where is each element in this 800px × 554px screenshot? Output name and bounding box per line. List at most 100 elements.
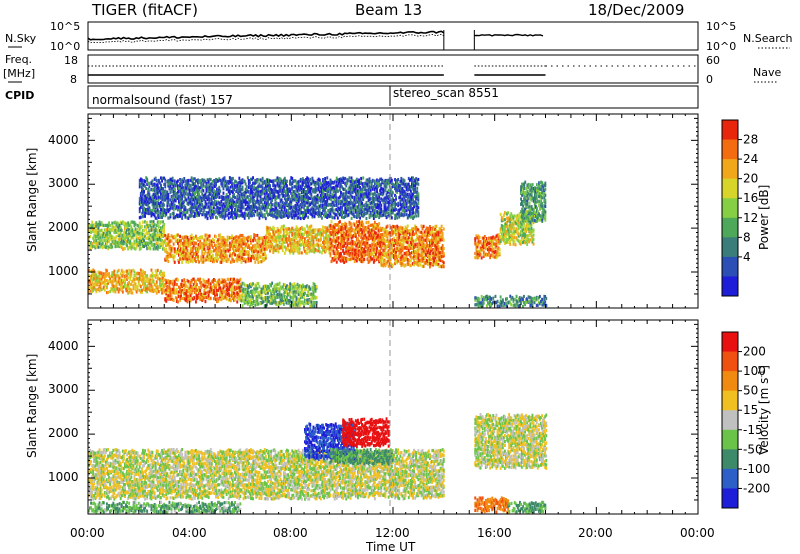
data-cell: [253, 256, 256, 260]
data-cell: [232, 277, 234, 281]
data-cell: [197, 250, 199, 254]
data-cell: [261, 238, 264, 242]
data-cell: [192, 295, 195, 299]
data-cell: [220, 243, 223, 247]
data-cell: [245, 258, 248, 262]
data-cell: [249, 257, 251, 261]
data-cell: [202, 260, 205, 264]
data-cell: [119, 272, 122, 276]
data-cell: [293, 301, 296, 305]
data-cell: [264, 299, 267, 303]
data-cell: [311, 288, 314, 292]
data-cell: [197, 255, 199, 259]
data-cell: [109, 231, 112, 235]
data-cell: [145, 221, 148, 225]
data-cell: [265, 238, 268, 242]
data-cell: [268, 286, 270, 290]
data-cell: [185, 245, 188, 249]
data-cell: [91, 242, 94, 246]
data-cell: [108, 229, 110, 233]
data-cell: [261, 247, 264, 251]
data-cell: [128, 241, 131, 245]
data-cell: [231, 293, 233, 297]
data-cell: [355, 220, 358, 224]
data-cell: [408, 251, 411, 256]
data-cell: [126, 223, 128, 227]
data-cell: [231, 290, 233, 294]
data-cell: [292, 251, 295, 255]
data-cell: [295, 241, 298, 245]
data-cell: [311, 244, 314, 248]
data-cell: [286, 228, 288, 232]
data-cell: [159, 229, 161, 233]
data-cell: [108, 221, 110, 225]
data-cell: [93, 283, 96, 287]
data-cell: [159, 271, 161, 275]
data-cell: [238, 258, 241, 262]
data-cell: [244, 291, 247, 295]
data-cell: [108, 272, 110, 276]
data-cell: [167, 294, 170, 298]
data-cell: [260, 290, 263, 294]
data-cell: [298, 228, 301, 232]
data-cell: [288, 292, 291, 296]
data-cell: [143, 239, 145, 243]
data-cell: [265, 299, 268, 303]
data-cell: [273, 285, 276, 289]
data-cell: [187, 288, 190, 292]
data-cell: [102, 272, 105, 276]
data-cell: [216, 289, 218, 293]
data-cell: [288, 301, 291, 305]
data-cell: [255, 284, 258, 288]
data-cell: [289, 303, 292, 308]
data-cell: [197, 277, 199, 281]
data-cell: [201, 244, 204, 249]
nsky-label: N.Sky: [5, 32, 37, 45]
data-cell: [177, 233, 179, 237]
data-cell: [90, 241, 92, 245]
data-cell: [262, 236, 265, 240]
data-cell: [236, 281, 239, 285]
data-cell: [185, 291, 188, 295]
data-cell: [275, 294, 278, 298]
data-cell: [165, 242, 168, 246]
data-cell: [321, 251, 323, 255]
data-cell: [161, 287, 163, 291]
data-cell: [171, 297, 174, 302]
data-cell: [231, 284, 233, 288]
nsky-tick-bottom: 10^0: [50, 40, 80, 53]
data-cell: [221, 252, 224, 256]
data-cell: [279, 230, 282, 234]
data-cell: [148, 181, 151, 186]
data-cell: [138, 283, 141, 287]
data-cell: [162, 288, 164, 292]
data-cell: [128, 268, 131, 272]
data-cell: [104, 239, 107, 243]
data-cell: [506, 297, 508, 301]
data-cell: [272, 287, 275, 292]
data-cell: [233, 240, 235, 244]
data-cell: [289, 299, 292, 303]
data-cell: [165, 211, 168, 215]
data-cell: [101, 281, 104, 285]
data-cell: [134, 230, 137, 234]
data-cell: [192, 283, 195, 287]
data-cell: [276, 292, 279, 296]
data-cell: [247, 257, 250, 261]
data-cell: [164, 182, 167, 186]
data-cell: [108, 232, 110, 236]
data-cell: [182, 283, 185, 287]
data-cell: [92, 268, 95, 272]
data-cell: [238, 294, 241, 298]
data-cell: [264, 244, 267, 248]
data-cell: [186, 294, 189, 298]
data-cell: [259, 255, 262, 259]
data-cell: [283, 230, 286, 234]
data-cell: [261, 241, 264, 245]
data-cell: [208, 297, 211, 301]
data-cell: [142, 269, 144, 273]
data-cell: [257, 294, 260, 298]
data-cell: [125, 273, 127, 278]
data-cell: [106, 241, 108, 246]
data-cell: [90, 223, 92, 227]
